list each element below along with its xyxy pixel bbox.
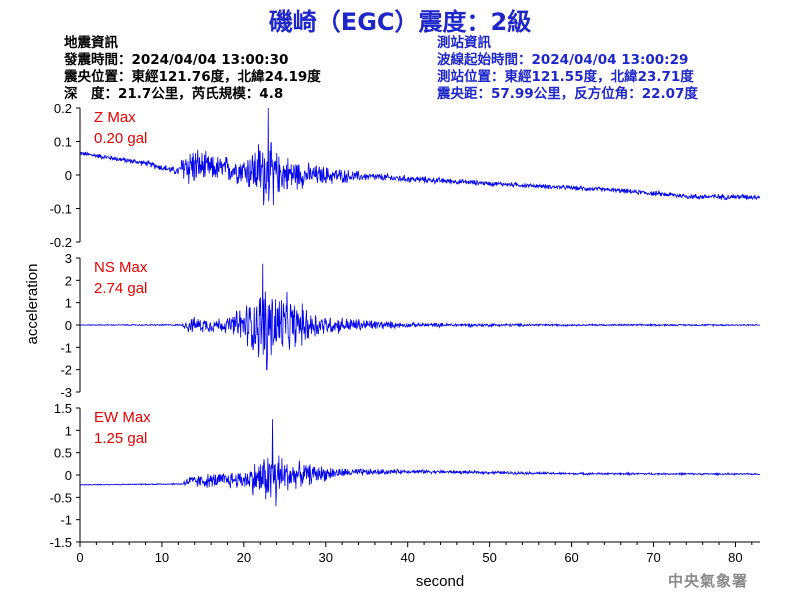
y-tick-label-ew: -1.5 (50, 535, 72, 550)
trace-ns (79, 263, 761, 371)
y-tick-label-z: -0.2 (50, 235, 72, 250)
x-tick-label: 60 (564, 550, 578, 565)
quake-time: 發震時間：2024/04/04 13:00:30 (64, 52, 289, 68)
y-tick-label-ns: 3 (65, 251, 72, 266)
y-tick-label-ew: -0.5 (50, 490, 72, 505)
y-tick-label-ew: 1 (65, 423, 72, 438)
max-label-ns: NS Max (94, 259, 148, 276)
y-tick-label-ns: -1 (60, 340, 72, 355)
max-value-ns: 2.74 gal (94, 280, 147, 297)
x-tick-label: 40 (400, 550, 414, 565)
y-tick-label-z: 0 (65, 168, 72, 183)
x-tick-label: 80 (728, 550, 742, 565)
y-tick-label-ns: -2 (60, 363, 72, 378)
quake-epicenter: 震央位置：東經121.76度，北緯24.19度 (64, 69, 321, 85)
x-tick-label: 20 (237, 550, 251, 565)
y-tick-label-ew: -1 (60, 513, 72, 528)
quake-info-block: 地震資訊 發震時間：2024/04/04 13:00:30 震央位置：東經121… (64, 35, 321, 103)
x-axis-title: second (416, 573, 464, 590)
y-tick-label-z: 0.2 (54, 101, 72, 116)
quake-info-heading: 地震資訊 (64, 35, 118, 51)
chart-title: 磯崎（EGC）震度：2級 (268, 8, 532, 36)
y-tick-label-ew: 1.5 (54, 401, 72, 416)
x-tick-label: 30 (319, 550, 333, 565)
y-tick-label-ns: 0 (65, 318, 72, 333)
x-tick-label: 50 (482, 550, 496, 565)
station-info-block: 測站資訊 波線起始時間：2024/04/04 13:00:29 測站位置：東經1… (437, 35, 698, 103)
y-tick-label-ns: 2 (65, 273, 72, 288)
quake-depth-magnitude: 深 度：21.7公里，芮氏規模：4.8 (64, 86, 284, 102)
max-label-z: Z Max (94, 109, 136, 126)
x-tick-label: 70 (646, 550, 660, 565)
station-wave-start: 波線起始時間：2024/04/04 13:00:29 (437, 52, 689, 68)
station-info-heading: 測站資訊 (437, 35, 491, 51)
y-tick-label-ew: 0.5 (54, 446, 72, 461)
x-tick-label: 10 (155, 550, 169, 565)
station-location: 測站位置：東經121.55度，北緯23.71度 (437, 69, 694, 85)
station-distance: 震央距：57.99公里，反方位角：22.07度 (437, 86, 698, 102)
y-tick-label-z: 0.1 (54, 135, 72, 150)
y-tick-label-z: -0.1 (50, 202, 72, 217)
max-value-z: 0.20 gal (94, 130, 147, 147)
trace-ew (79, 419, 761, 507)
y-axis-title: acceleration (24, 264, 41, 345)
y-tick-label-ns: 1 (65, 296, 72, 311)
x-tick-label: 0 (76, 550, 83, 565)
footer-agency: 中央氣象署 (667, 572, 748, 590)
max-label-ew: EW Max (94, 409, 151, 426)
max-value-ew: 1.25 gal (94, 430, 147, 447)
y-tick-label-ew: 0 (65, 468, 72, 483)
y-tick-label-ns: -3 (60, 385, 72, 400)
trace-z (79, 107, 761, 206)
